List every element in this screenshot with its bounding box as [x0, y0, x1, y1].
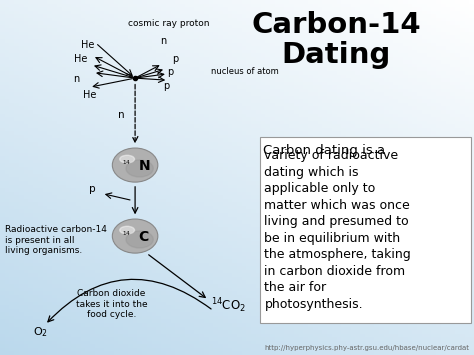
Text: $^{14}$: $^{14}$	[122, 160, 132, 169]
Text: He: He	[83, 89, 97, 100]
Text: $^{14}$: $^{14}$	[122, 231, 132, 240]
Bar	[260, 137, 471, 323]
Ellipse shape	[112, 148, 158, 182]
Text: N: N	[138, 159, 150, 173]
Text: O$_2$: O$_2$	[33, 325, 48, 339]
Ellipse shape	[126, 231, 153, 248]
Text: p: p	[89, 184, 96, 194]
Text: He: He	[81, 40, 94, 50]
Ellipse shape	[120, 226, 135, 234]
Text: http://hyperphysics.phy-astr.gsu.edu/hbase/nuclear/cardat: http://hyperphysics.phy-astr.gsu.edu/hba…	[264, 345, 469, 351]
Ellipse shape	[126, 160, 153, 177]
Text: n: n	[73, 73, 79, 84]
Ellipse shape	[120, 155, 135, 163]
Ellipse shape	[112, 219, 158, 253]
FancyArrowPatch shape	[48, 279, 211, 322]
Text: cosmic ray proton: cosmic ray proton	[128, 20, 209, 28]
Text: n: n	[118, 110, 124, 120]
Text: p: p	[172, 54, 179, 64]
Text: p: p	[163, 81, 169, 91]
Text: He: He	[74, 54, 87, 64]
Text: n: n	[160, 36, 167, 47]
Text: nucleus of atom: nucleus of atom	[211, 66, 279, 76]
Text: Radioactive carbon-14
is present in all
living organisms.: Radioactive carbon-14 is present in all …	[5, 225, 107, 255]
Text: Carbon dating is a: Carbon dating is a	[263, 144, 385, 157]
Text: $^{14}$CO$_2$: $^{14}$CO$_2$	[211, 296, 246, 315]
Text: p: p	[167, 66, 174, 77]
Text: C: C	[138, 230, 149, 244]
Text: Carbon dioxide
takes it into the
food cycle.: Carbon dioxide takes it into the food cy…	[75, 289, 147, 319]
Text: variety of radioactive
dating which is
applicable only to
matter which was once
: variety of radioactive dating which is a…	[264, 149, 411, 311]
Text: Carbon-14
Dating: Carbon-14 Dating	[252, 11, 421, 69]
